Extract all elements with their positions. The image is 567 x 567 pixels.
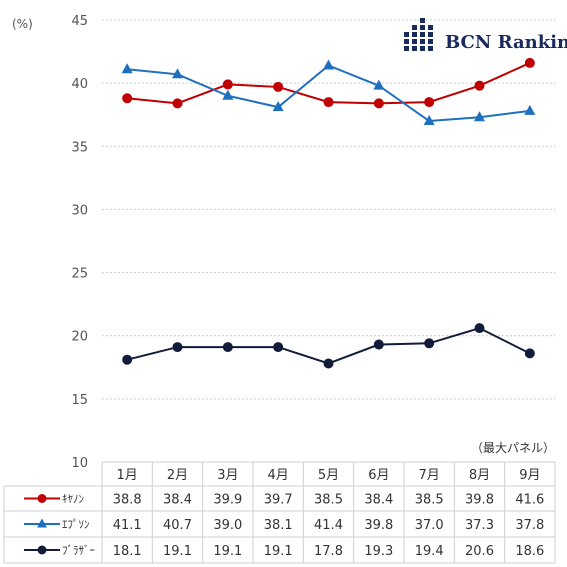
- series-2-point-4: [323, 358, 334, 369]
- table-cell-value: 17.8: [314, 544, 343, 559]
- legend-key-marker: [37, 545, 47, 555]
- table-cell-value: 39.0: [213, 518, 242, 533]
- table-cell-value: 38.5: [314, 493, 343, 508]
- gridlines: [102, 19, 555, 400]
- series-1-point-0: [121, 63, 133, 74]
- table-cell-value: 40.7: [163, 518, 192, 533]
- table-cell-value: 39.8: [465, 493, 494, 508]
- table-note: （最大パネル）: [471, 441, 555, 455]
- series-1-point-4: [323, 59, 334, 70]
- table-cell-value: 19.3: [364, 544, 393, 559]
- series-1-point-1: [172, 68, 183, 79]
- y-tick-label: 20: [71, 330, 88, 345]
- data-table: （最大パネル） 1月 2月 3月 4月 5月 6月 7月 8月 9月 ｷﾔﾉﾝ 38.8 38.4 39…: [3, 441, 556, 564]
- legend-series-name: ｷﾔﾉﾝ: [62, 493, 84, 506]
- table-cell-value: 19.1: [213, 544, 242, 559]
- y-tick-label: 45: [71, 14, 88, 29]
- series-2-point-8: [524, 348, 535, 359]
- table-cell-value: 41.4: [314, 518, 343, 533]
- series-0-point-3: [273, 81, 284, 92]
- x-category-label: 8月: [469, 468, 490, 483]
- series-2-line: [126, 327, 531, 365]
- table-cell-value: 38.5: [415, 493, 444, 508]
- table-cell-value: 39.8: [364, 518, 393, 533]
- table-cell-value: 19.1: [163, 544, 192, 559]
- y-tick-label: 10: [71, 456, 88, 471]
- table-cell-value: 18.1: [113, 544, 142, 559]
- series-1-point-5: [373, 79, 385, 90]
- series-1-point-6: [423, 115, 435, 126]
- legend-key-marker: [37, 494, 47, 503]
- series-0-point-0: [122, 93, 133, 104]
- x-category-label: 6月: [368, 468, 389, 483]
- y-axis-ticks: 10 15 20 25 30 35 40 45: [71, 14, 88, 471]
- x-category-label: 5月: [318, 468, 339, 483]
- table-cell-value: 38.8: [113, 493, 142, 508]
- x-category-label: 3月: [217, 468, 238, 483]
- series-2-point-1: [172, 342, 183, 353]
- table-cell-value: 37.0: [415, 518, 444, 533]
- series-0-point-1: [172, 98, 183, 109]
- x-category-label: 2月: [167, 468, 188, 483]
- series-0-point-2: [222, 79, 233, 90]
- y-tick-label: 40: [71, 77, 88, 92]
- series-0-point-6: [424, 97, 435, 108]
- x-category-label: 4月: [268, 468, 289, 483]
- legend-key-marker: [37, 518, 47, 528]
- x-category-label: 9月: [519, 468, 540, 483]
- series-0-point-4: [323, 97, 334, 108]
- series-1: [121, 59, 536, 126]
- series-1-point-8: [524, 104, 536, 115]
- series-2-point-3: [273, 342, 284, 353]
- series-2-point-5: [373, 339, 384, 350]
- bcn-logo-text: BCN Ranking: [445, 32, 567, 53]
- table-cell-value: 39.9: [213, 493, 242, 508]
- y-tick-label: 35: [71, 140, 88, 155]
- series-0: [122, 57, 535, 109]
- table-cell-value: 41.1: [113, 518, 142, 533]
- bcn-ranking-logo: BCN Ranking: [404, 18, 567, 53]
- series-0-point-5: [373, 98, 384, 109]
- table-cell-value: 19.4: [415, 544, 444, 559]
- table-cell-value: 37.3: [465, 518, 494, 533]
- y-axis-unit-label: (%): [12, 17, 33, 31]
- table-cell-value: 38.1: [264, 518, 293, 533]
- table-cell-value: 38.4: [364, 493, 393, 508]
- bcn-logo-mark-icon: [404, 18, 433, 51]
- series-0-point-7: [474, 80, 485, 91]
- table-cell-value: 37.8: [515, 518, 544, 533]
- series-2: [122, 323, 535, 369]
- series-2-point-0: [122, 354, 133, 365]
- series-2-point-2: [222, 342, 233, 353]
- series-1-line: [127, 64, 530, 123]
- series-1-point-3: [272, 101, 284, 112]
- table-cell-value: 20.6: [465, 544, 494, 559]
- y-tick-label: 30: [71, 203, 88, 218]
- series-1-point-2: [222, 89, 234, 100]
- table-cell-value: 41.6: [515, 493, 544, 508]
- table-cell-value: 19.1: [264, 544, 293, 559]
- table-cell-value: 38.4: [163, 493, 192, 508]
- series-lines: [121, 57, 536, 369]
- y-tick-label: 15: [71, 393, 88, 408]
- x-category-label: 7月: [419, 468, 440, 483]
- table-cell-value: 18.6: [515, 544, 544, 559]
- series-0-point-8: [524, 57, 535, 68]
- table-cell-value: 39.7: [264, 493, 293, 508]
- series-2-point-7: [474, 323, 485, 334]
- series-2-point-6: [424, 338, 435, 349]
- y-tick-label: 25: [71, 267, 88, 282]
- legend-series-name: ｴﾌﾟｿﾝ: [62, 518, 90, 531]
- x-category-label: 1月: [117, 468, 138, 483]
- legend-series-name: ﾌﾞﾗｻﾞｰ: [62, 544, 95, 557]
- series-1-point-7: [474, 111, 485, 122]
